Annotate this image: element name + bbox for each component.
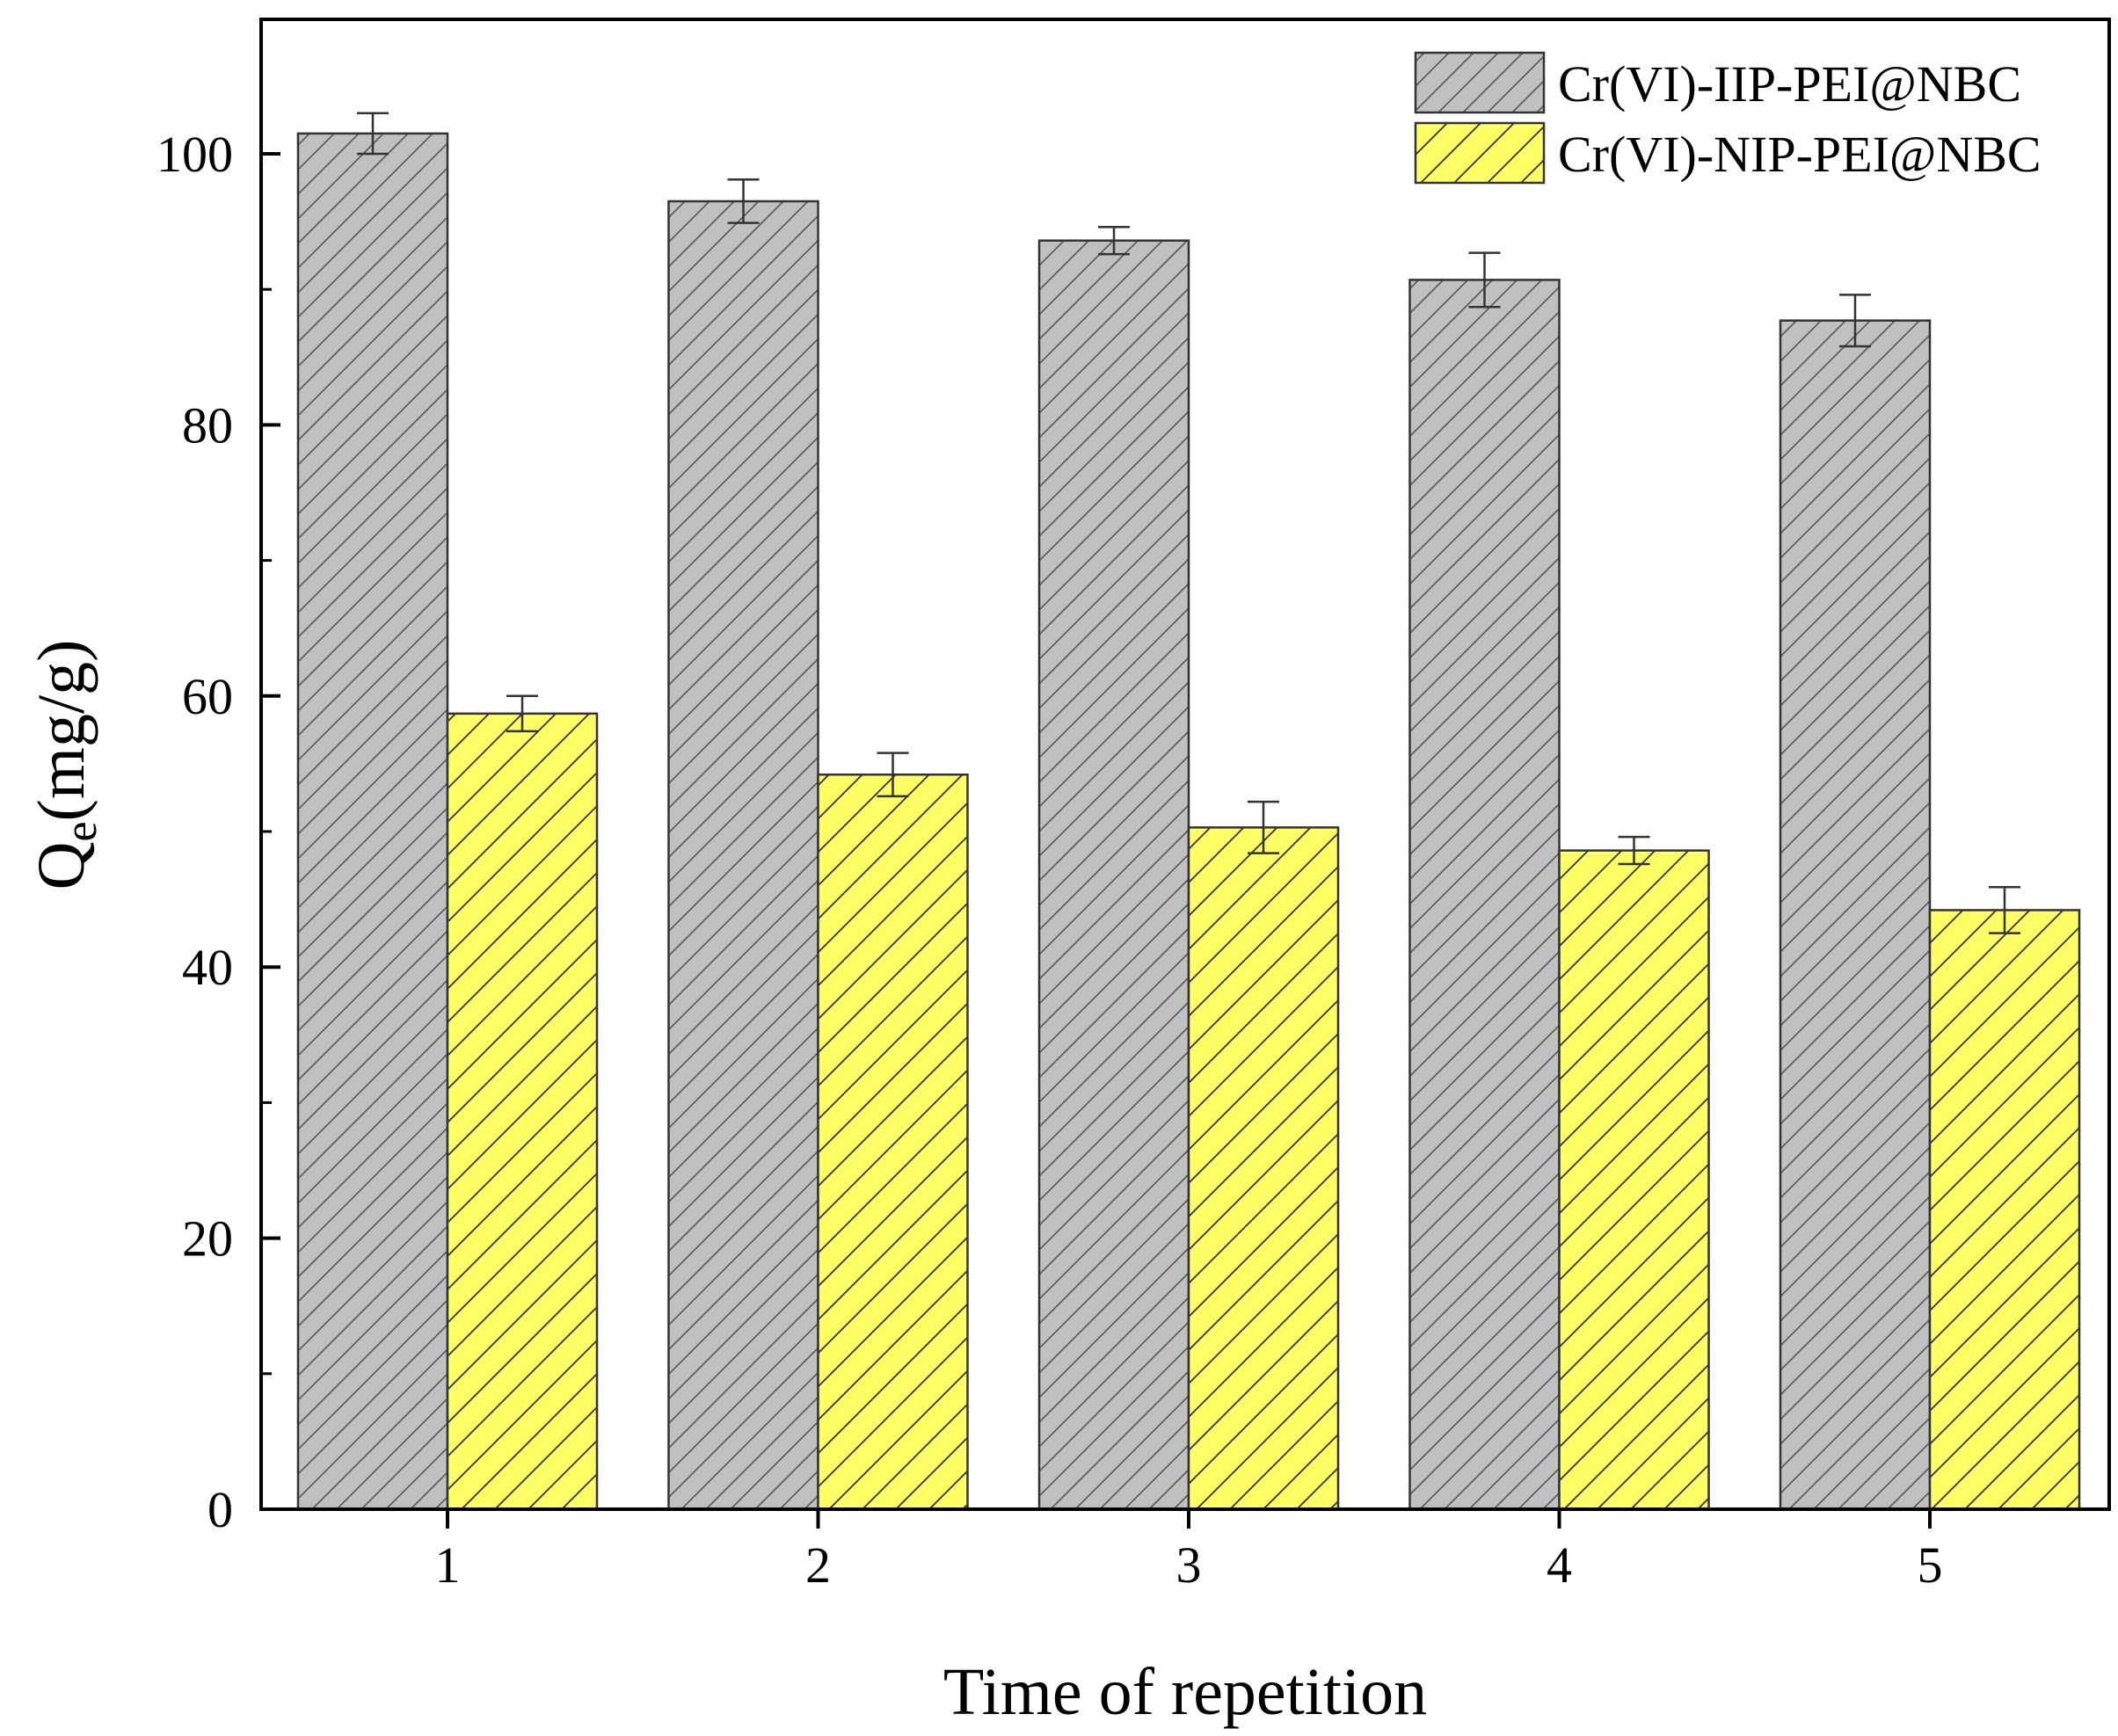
x-axis: 1 2 3 4 5 [435, 1509, 1943, 1594]
bar-s0-c1 [296, 132, 449, 1511]
y-tick-label-60: 60 [182, 668, 233, 725]
error-bar-s1-c3 [1248, 800, 1279, 854]
bar-s0-c5 [1779, 319, 1932, 1511]
error-bar-s1-c5 [1989, 885, 2020, 934]
legend-label-iip: Cr(VI)-IIP-PEI@NBC [1558, 55, 2021, 113]
error-bar-s1-c1 [506, 694, 538, 733]
error-bar-s0-c4 [1468, 251, 1501, 309]
y-tick-label-20: 20 [182, 1210, 233, 1267]
bar-s0-c2 [667, 200, 819, 1511]
x-axis-title: Time of repetition [943, 1655, 1427, 1729]
bar-s1-c1 [446, 712, 599, 1511]
x-tick-label-2: 2 [805, 1536, 831, 1594]
error-bar-s0-c1 [357, 112, 389, 156]
x-tick-label-3: 3 [1176, 1536, 1202, 1594]
y-tick-label-40: 40 [182, 939, 233, 996]
bars-layer [296, 132, 2081, 1511]
y-axis: 0 20 40 60 80 100 [156, 126, 280, 1538]
y-tick-label-100: 100 [156, 126, 233, 183]
y-axis-title-sub: e [56, 821, 106, 841]
error-bar-s1-c2 [877, 752, 909, 798]
bar-s0-c4 [1408, 279, 1561, 1511]
legend-swatch-iip [1414, 51, 1546, 114]
error-bars-layer [357, 112, 2020, 934]
error-bar-s1-c4 [1618, 835, 1650, 866]
bar-s1-c5 [1928, 909, 2081, 1511]
x-tick-label-4: 4 [1547, 1536, 1572, 1594]
y-axis-title-main: Q [25, 842, 98, 890]
y-tick-label-0: 0 [207, 1481, 233, 1538]
error-bar-s0-c2 [727, 178, 760, 224]
legend-label-nip: Cr(VI)-NIP-PEI@NBC [1558, 126, 2042, 183]
x-tick-label-5: 5 [1918, 1536, 1943, 1594]
x-tick-label-1: 1 [435, 1536, 461, 1594]
y-axis-title-unit: (mg/g) [25, 640, 98, 822]
y-tick-label-80: 80 [182, 396, 233, 454]
bar-s1-c3 [1187, 826, 1340, 1511]
legend: Cr(VI)-IIP-PEI@NBC Cr(VI)-NIP-PEI@NBC [1414, 51, 2042, 185]
bar-s0-c3 [1037, 239, 1190, 1511]
bar-s1-c4 [1558, 849, 1710, 1511]
error-bar-s0-c5 [1839, 294, 1871, 348]
plot-frame [259, 18, 2111, 1511]
y-axis-title: Qe(mg/g) [25, 640, 106, 890]
bar-s1-c2 [817, 773, 969, 1511]
legend-swatch-nip [1414, 121, 1546, 185]
error-bar-s0-c3 [1098, 226, 1130, 256]
